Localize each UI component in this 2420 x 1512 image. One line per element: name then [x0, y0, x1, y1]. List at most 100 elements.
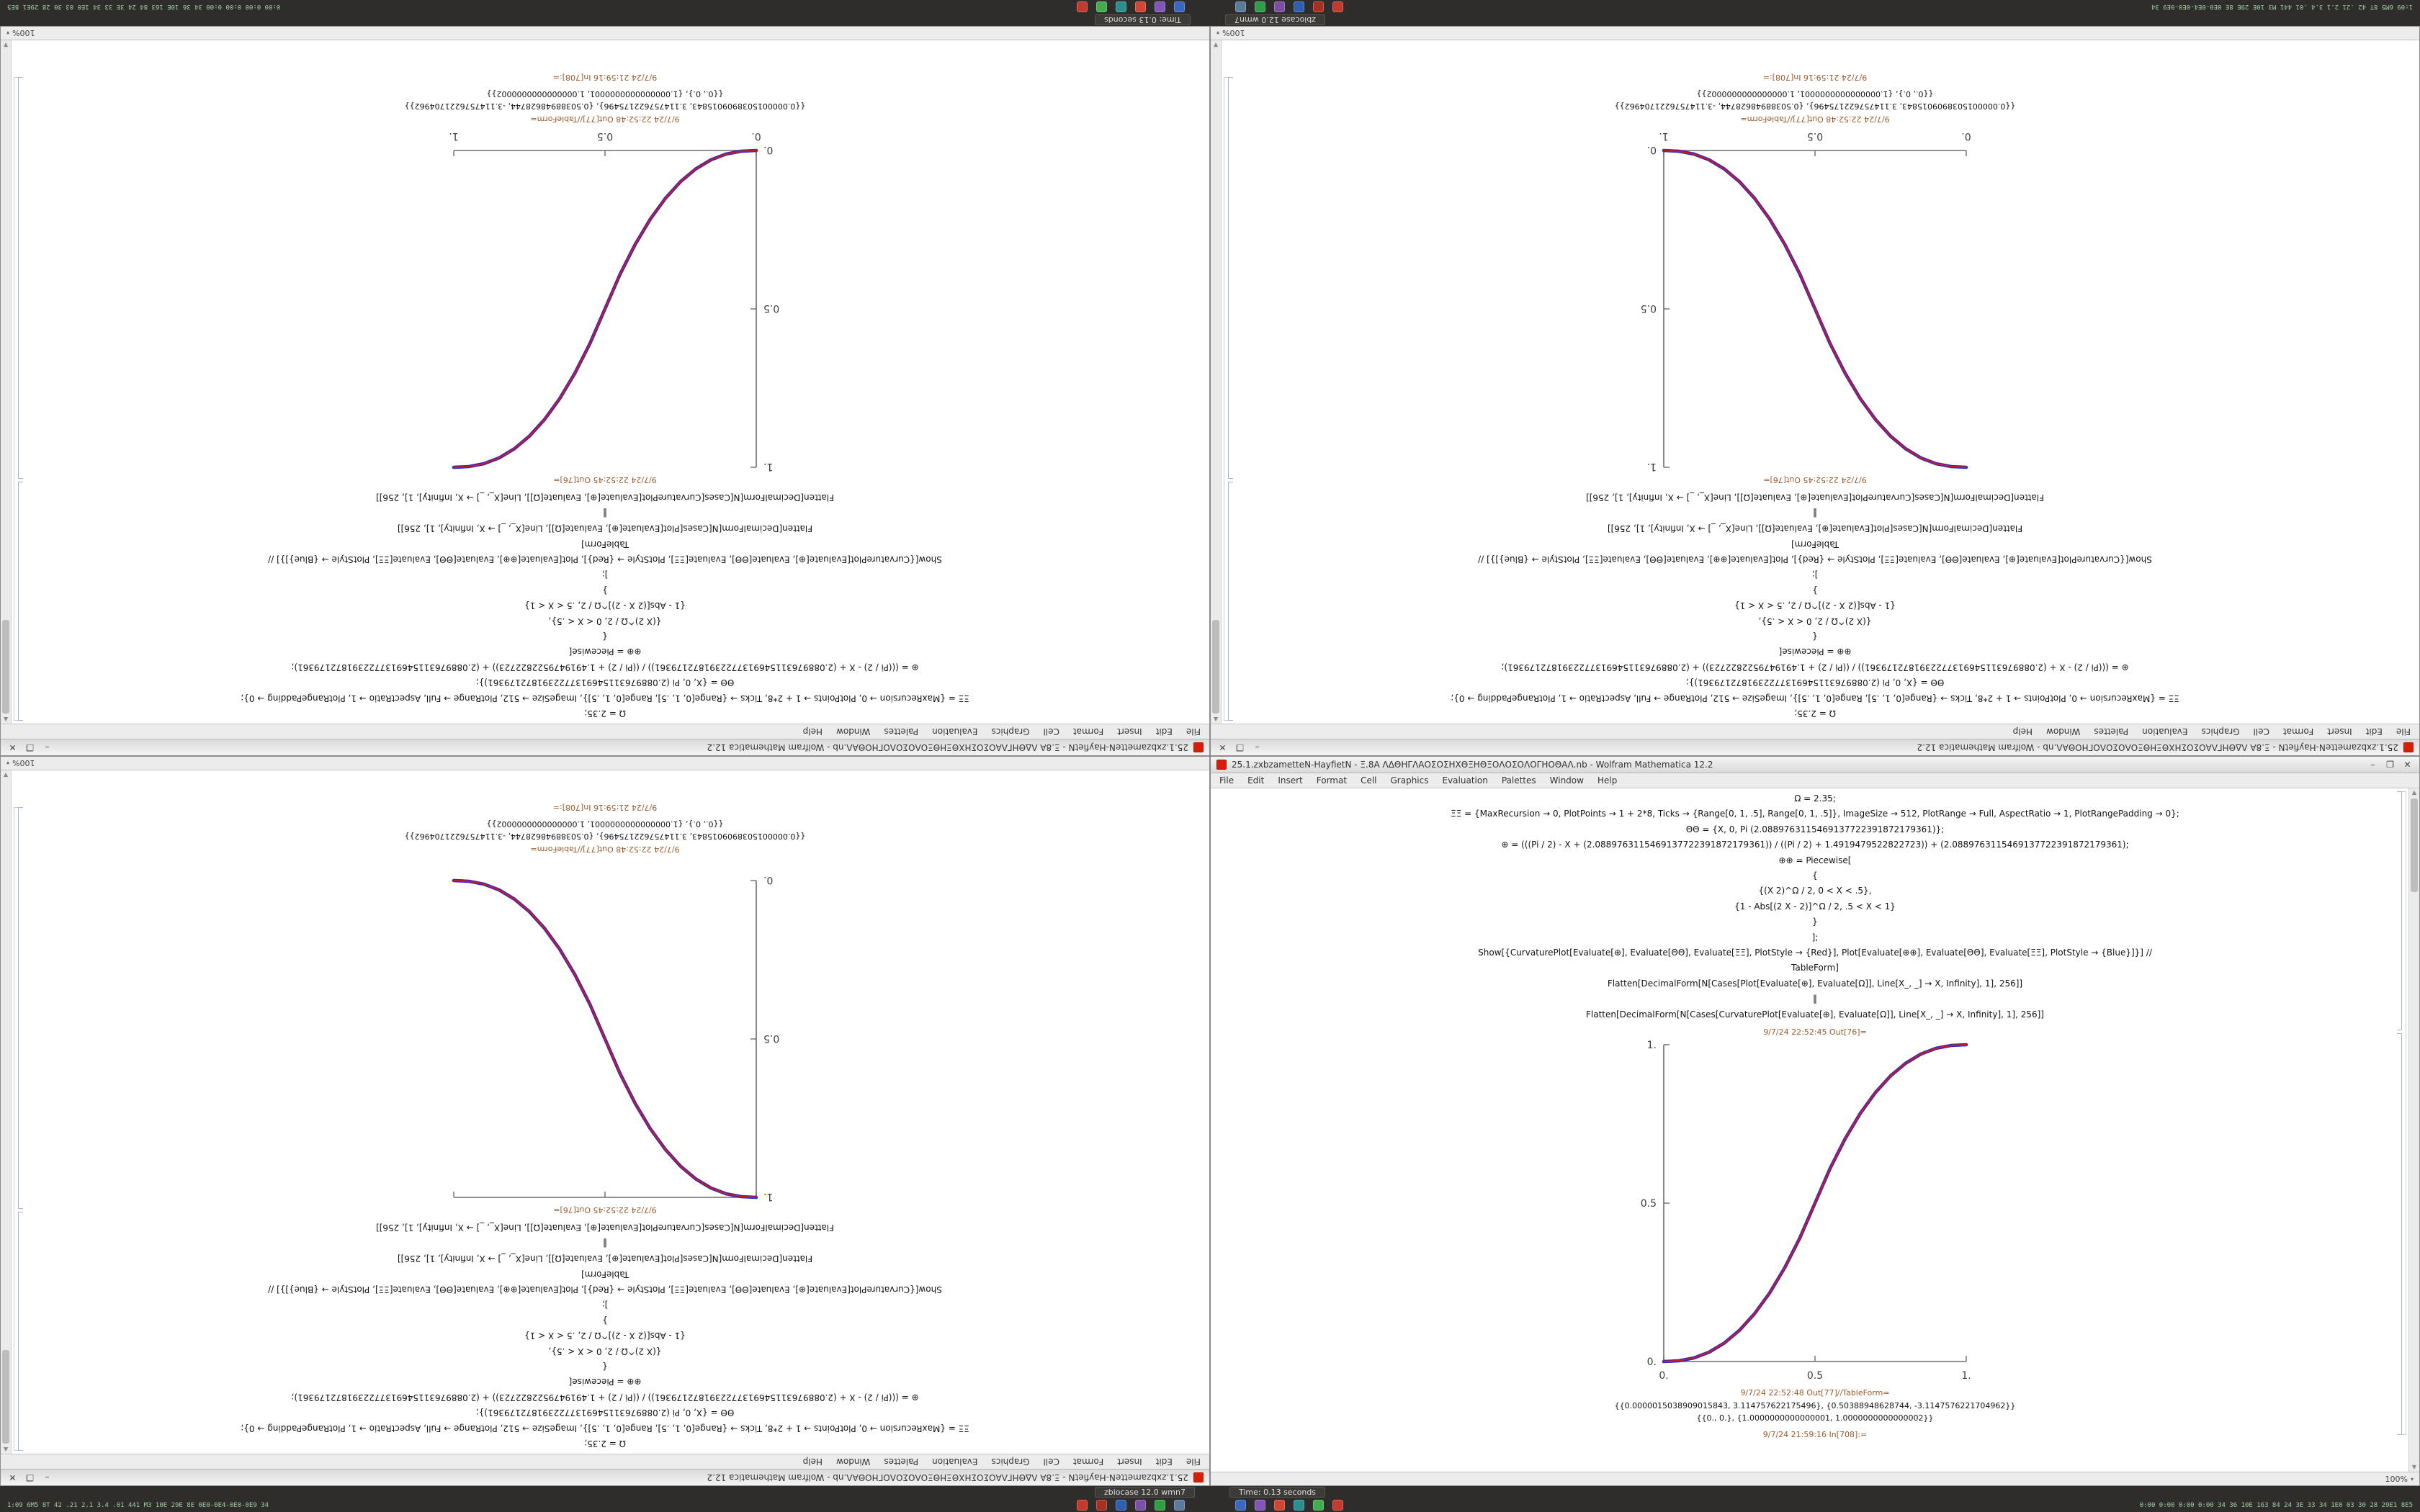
- menu-item-insert[interactable]: Insert: [1278, 775, 1303, 786]
- cell-bracket-output[interactable]: [18, 807, 23, 1209]
- scroll-down-icon[interactable]: ▼: [3, 42, 9, 48]
- cell-bracket-output[interactable]: [2397, 1033, 2402, 1435]
- menu-item-edit[interactable]: Edit: [2365, 726, 2383, 737]
- menu-item-cell[interactable]: Cell: [2253, 726, 2269, 737]
- menu-item-evaluation[interactable]: Evaluation: [1442, 775, 1488, 786]
- scrollbar-thumb[interactable]: [2411, 798, 2418, 892]
- menu-item-file[interactable]: File: [1186, 726, 1201, 737]
- code-line[interactable]: Flatten[DecimalForm[N[Cases[CurvaturePlo…: [1586, 1009, 2044, 1020]
- menu-item-evaluation[interactable]: Evaluation: [2142, 726, 2188, 737]
- menu-item-palettes[interactable]: Palettes: [2094, 726, 2129, 737]
- menu-item-window[interactable]: Window: [836, 726, 871, 737]
- close-button[interactable]: ✕: [9, 742, 17, 752]
- scroll-down-icon[interactable]: ▼: [3, 772, 9, 778]
- code-line[interactable]: }: [1812, 917, 1818, 927]
- menu-item-graphics[interactable]: Graphics: [991, 1457, 1030, 1467]
- taskbar-app-icon-purple-1[interactable]: [1274, 1, 1285, 13]
- menu-item-edit[interactable]: Edit: [1155, 1457, 1173, 1467]
- code-line[interactable]: ΞΞ = {MaxRecursion → 0, PlotPoints → 1 +…: [1451, 809, 2179, 819]
- notebook-content[interactable]: Ω = 2.35; ΞΞ = {MaxRecursion → 0, PlotPoi…: [1211, 40, 2419, 724]
- code-line[interactable]: {(X 2)^Ω / 2, 0 < X < .5},: [1758, 616, 1872, 626]
- code-line[interactable]: ];: [601, 570, 609, 580]
- titlebar[interactable]: 25.1.zxbzametteN-HayfietN - Ξ.8Α ΛΔΘΗΓΛΑ…: [1211, 757, 2419, 773]
- chevron-down-icon[interactable]: ▾: [6, 30, 10, 37]
- menu-item-file[interactable]: File: [2396, 726, 2411, 737]
- input-code-cell[interactable]: Ω = 2.35; ΞΞ = {MaxRecursion → 0, PlotPoi…: [1, 1220, 1209, 1454]
- zoom-level[interactable]: 100%: [12, 28, 35, 38]
- code-line[interactable]: Flatten[DecimalForm[N[Cases[Plot[Evaluat…: [397, 1254, 813, 1264]
- chevron-down-icon[interactable]: ▾: [1216, 30, 1220, 37]
- maximize-button[interactable]: ❐: [26, 742, 34, 752]
- taskbar-app-icon-violet-1[interactable]: [1155, 1, 1165, 13]
- taskbar-app-icon-blue-1[interactable]: [1116, 1499, 1126, 1511]
- minimize-button[interactable]: –: [1255, 742, 1260, 752]
- taskbar-window-button[interactable]: Time: 0.13 seconds: [1229, 1486, 1326, 1498]
- code-line[interactable]: Ω = 2.35;: [1794, 793, 1836, 804]
- menu-item-cell[interactable]: Cell: [1361, 775, 1377, 786]
- code-line[interactable]: Ω = 2.35;: [1794, 708, 1836, 719]
- code-line[interactable]: Flatten[DecimalForm[N[Cases[CurvaturePlo…: [376, 492, 834, 503]
- code-line[interactable]: Show[{CurvaturePlot[Evaluate[⊕], Evaluat…: [1478, 948, 2152, 958]
- menu-item-file[interactable]: File: [1219, 775, 1234, 786]
- taskbar-app-icon-red-3[interactable]: [1274, 1499, 1285, 1511]
- maximize-button[interactable]: ❐: [1236, 742, 1244, 752]
- menu-item-help[interactable]: Help: [802, 1457, 823, 1467]
- taskbar-app-icon-teal-1[interactable]: [1294, 1499, 1304, 1511]
- menu-item-format[interactable]: Format: [2282, 726, 2314, 737]
- code-line[interactable]: {: [602, 631, 608, 642]
- menu-item-format[interactable]: Format: [1072, 726, 1104, 737]
- cell-bracket-output[interactable]: [1228, 77, 1233, 479]
- chevron-down-icon[interactable]: ▾: [6, 760, 10, 767]
- code-line[interactable]: TableForm]: [581, 1269, 629, 1279]
- taskbar-app-icon-green-2[interactable]: [1313, 1499, 1324, 1511]
- scroll-up-icon[interactable]: ▲: [3, 1446, 9, 1453]
- code-line[interactable]: TableForm]: [1791, 963, 1839, 973]
- scrollbar-thumb[interactable]: [2, 620, 9, 714]
- notebook-content[interactable]: Ω = 2.35; ΞΞ = {MaxRecursion → 0, PlotPoi…: [1211, 788, 2419, 1472]
- code-line[interactable]: Flatten[DecimalForm[N[Cases[CurvaturePlo…: [376, 1223, 834, 1233]
- scroll-down-icon[interactable]: ▼: [2411, 1464, 2417, 1470]
- menu-item-help[interactable]: Help: [2012, 726, 2033, 737]
- menu-item-help[interactable]: Help: [1597, 775, 1618, 786]
- code-line[interactable]: {: [1812, 631, 1818, 642]
- scroll-up-icon[interactable]: ▲: [1213, 716, 1219, 723]
- code-line[interactable]: {1 - Abs[(2 X - 2)]^Ω / 2, .5 < X < 1}: [524, 600, 686, 611]
- taskbar-app-icon-green-2[interactable]: [1096, 1, 1107, 13]
- taskbar-app-icon-blue-1[interactable]: [1294, 1, 1304, 13]
- vertical-scrollbar[interactable]: ▲ ▼: [1, 770, 12, 1454]
- code-line[interactable]: }: [1812, 585, 1818, 595]
- code-line[interactable]: ‖: [603, 508, 607, 518]
- taskbar-app-icon-green-1[interactable]: [1155, 1499, 1165, 1511]
- code-line[interactable]: ΘΘ = {X, 0, Pi (2.0889763115469137722391…: [475, 1408, 735, 1418]
- cell-bracket-input[interactable]: [2397, 791, 2402, 1030]
- cell-bracket-input[interactable]: [1228, 482, 1233, 721]
- code-line[interactable]: TableForm]: [581, 539, 629, 549]
- menu-item-evaluation[interactable]: Evaluation: [932, 1457, 978, 1467]
- code-line[interactable]: {(X 2)^Ω / 2, 0 < X < .5},: [548, 616, 662, 626]
- cell-group-bracket[interactable]: [2401, 791, 2406, 1435]
- code-line[interactable]: {1 - Abs[(2 X - 2)]^Ω / 2, .5 < X < 1}: [1734, 901, 1896, 912]
- menu-item-edit[interactable]: Edit: [1155, 726, 1173, 737]
- cell-bracket-input[interactable]: [18, 482, 23, 721]
- scroll-up-icon[interactable]: ▲: [3, 716, 9, 723]
- zoom-level[interactable]: 100%: [1222, 28, 1245, 38]
- maximize-button[interactable]: ❐: [26, 1472, 34, 1482]
- code-line[interactable]: ⊕ = (((Pi / 2) - X + (2.0889763115469137…: [291, 1392, 919, 1403]
- code-line[interactable]: ⊕⊕ = Piecewise[: [568, 647, 642, 657]
- notebook-content[interactable]: Ω = 2.35; ΞΞ = {MaxRecursion → 0, PlotPoi…: [1, 40, 1209, 724]
- menu-item-palettes[interactable]: Palettes: [884, 1457, 919, 1467]
- titlebar[interactable]: 25.1.zxbzametteN-HayfietN - Ξ.8Α ΛΔΘΗΓΛΑ…: [1, 1469, 1209, 1485]
- code-line[interactable]: ⊕ = (((Pi / 2) - X + (2.0889763115469137…: [291, 662, 919, 672]
- taskbar-window-button[interactable]: zbiocase 12.0 wmn7: [1094, 1486, 1195, 1498]
- vertical-scrollbar[interactable]: ▲ ▼: [1, 40, 12, 724]
- vertical-scrollbar[interactable]: ▲ ▼: [2408, 788, 2419, 1472]
- code-line[interactable]: {(X 2)^Ω / 2, 0 < X < .5},: [1758, 886, 1872, 896]
- taskbar-app-icon-violet-1[interactable]: [1255, 1499, 1265, 1511]
- menu-item-window[interactable]: Window: [836, 1457, 871, 1467]
- taskbar-window-button[interactable]: zbiocase 12.0 wmn7: [1225, 14, 1326, 26]
- taskbar-app-icon-purple-1[interactable]: [1135, 1499, 1146, 1511]
- menu-item-help[interactable]: Help: [802, 726, 823, 737]
- menu-item-file[interactable]: File: [1186, 1457, 1201, 1467]
- close-button[interactable]: ✕: [1219, 742, 1227, 752]
- scroll-down-icon[interactable]: ▼: [1213, 42, 1219, 48]
